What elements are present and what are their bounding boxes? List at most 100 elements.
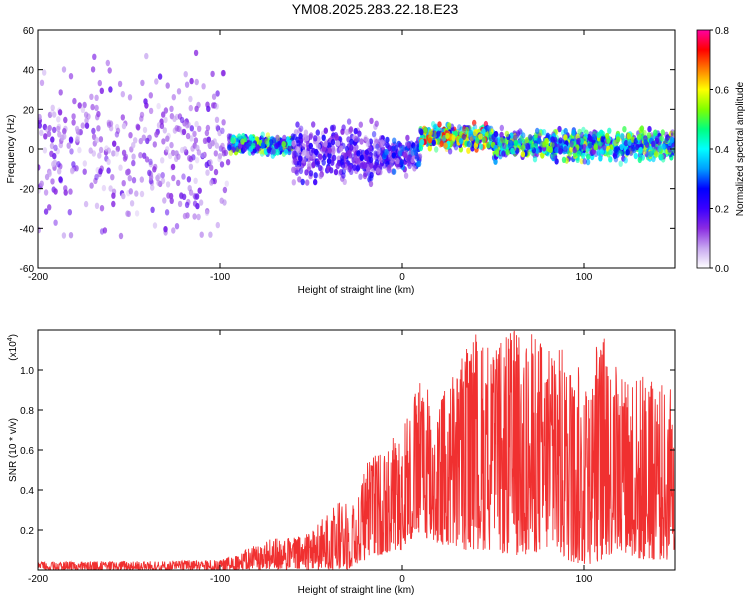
spectrogram-cell (197, 125, 202, 132)
spectrogram-cell (58, 176, 63, 183)
spectrogram-cell (111, 192, 116, 199)
spectrogram-cell (71, 161, 76, 168)
spectrogram-cell (535, 127, 540, 135)
spectrogram-cell (646, 132, 652, 139)
spectrogram-cell (220, 127, 225, 134)
spectrogram-cell (481, 128, 486, 135)
spectrogram-cell (264, 138, 269, 145)
spectrogram-cell (384, 141, 390, 149)
spectrogram-cell (144, 156, 150, 163)
spectrogram-cell (405, 134, 410, 142)
spectrogram-cell (39, 180, 44, 187)
spectrogram-cell (115, 127, 121, 134)
spectrogram-cell (47, 124, 52, 132)
spectrogram-cell (171, 94, 176, 101)
spectrogram-cell (174, 125, 179, 132)
spectrogram-cell (213, 168, 219, 176)
spectrogram-cell (602, 144, 607, 151)
spectrogram-cell (98, 136, 104, 143)
spectrogram-cell (391, 168, 397, 175)
spectrogram-cell (202, 137, 208, 144)
spectrogram-cell (90, 66, 96, 73)
spectrogram-cell (313, 178, 318, 186)
spectrogram-cell (196, 149, 202, 156)
spectrogram-cell (316, 135, 321, 143)
spectrogram-cell (225, 159, 231, 166)
spectrogram-cell (174, 223, 180, 230)
spectrogram-cell (188, 155, 193, 163)
spectrogram-cell (642, 148, 647, 155)
spectrogram-cell (275, 149, 280, 156)
spectrogram-cell (368, 156, 374, 164)
spectrogram-cell (68, 137, 74, 144)
spectrogram-cell (61, 232, 67, 239)
spectrogram-cell (542, 141, 547, 148)
spectrogram-cell (141, 134, 146, 141)
spectrogram-cell (271, 137, 277, 144)
spectrogram-cell (535, 147, 540, 154)
spectrogram-cell (434, 146, 439, 153)
spectrogram-cell (615, 136, 621, 143)
spectrogram-cell (94, 104, 99, 112)
spectrogram-cell (372, 142, 378, 149)
spectrogram-cell (86, 113, 91, 120)
spectrogram-cell (315, 129, 320, 136)
spectrogram-x-tick-label: -100 (210, 272, 230, 283)
spectrogram-cell (184, 81, 190, 88)
spectrogram-cell (622, 126, 627, 133)
snr-y-tick-label: 0.8 (20, 406, 34, 417)
spectrogram-cell (258, 148, 264, 155)
spectrogram-cell (57, 131, 62, 138)
spectrogram-cell (466, 147, 471, 154)
spectrogram-cell (348, 126, 354, 133)
spectrogram-cell (326, 158, 332, 165)
spectrogram-cell (554, 146, 559, 154)
spectrogram-cell (185, 122, 190, 129)
spectrogram-cell (628, 149, 634, 157)
spectrogram-cell (209, 164, 214, 171)
spectrogram-cell (414, 154, 420, 161)
colorbar-tick-label: 0.4 (715, 145, 729, 156)
spectrogram-cell (181, 173, 186, 180)
spectrogram-cell (230, 137, 235, 144)
spectrogram-cell (380, 139, 385, 146)
spectrogram-cell (213, 150, 218, 157)
spectrogram-cell (147, 169, 152, 176)
spectrogram-cell (201, 83, 206, 90)
spectrogram-cell (301, 143, 306, 150)
spectrogram-cell (294, 169, 300, 176)
spectrogram-cell (436, 130, 441, 137)
spectrogram-cell (502, 142, 507, 150)
spectrogram-cell (287, 145, 292, 152)
spectrogram-cell (84, 122, 90, 129)
spectrogram-cell (623, 157, 628, 164)
spectrogram-cell (148, 92, 153, 99)
spectrogram-cell (291, 140, 296, 147)
spectrogram-cell (194, 78, 199, 86)
spectrogram-cell (217, 129, 222, 137)
spectrogram-cell (635, 143, 640, 151)
spectrogram-cell (473, 142, 478, 149)
spectrogram-cell (633, 152, 638, 160)
spectrogram-cell (330, 138, 336, 146)
spectrogram-cell (459, 138, 464, 145)
spectrogram-cell (499, 124, 504, 132)
spectrogram-cell (160, 177, 166, 185)
spectrogram-cell (193, 193, 198, 200)
spectrogram-cell (513, 134, 518, 141)
spectrogram-cell (52, 126, 57, 134)
spectrogram-cell (355, 165, 360, 172)
spectrogram-cell (68, 188, 73, 195)
spectrogram-cell (97, 152, 102, 159)
spectrogram-cell (61, 66, 67, 73)
spectrogram-cell (428, 129, 433, 136)
spectrogram-cell (466, 140, 471, 148)
spectrogram-cell (266, 146, 271, 154)
spectrogram-cell (152, 166, 157, 173)
spectrogram-cell (199, 231, 204, 238)
snr-marks (38, 330, 675, 570)
spectrogram-cell (605, 132, 610, 140)
spectrogram-cell (189, 77, 194, 85)
spectrogram-cell (204, 129, 210, 137)
spectrogram-cell (38, 122, 42, 129)
